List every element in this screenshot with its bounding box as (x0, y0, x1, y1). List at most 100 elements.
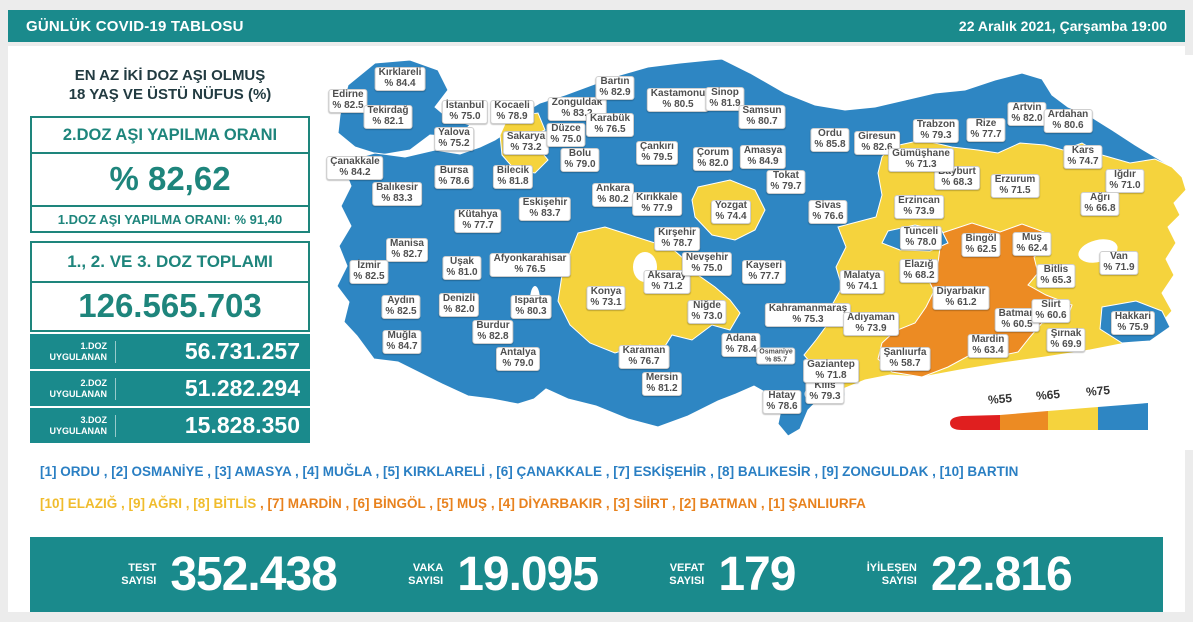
province-label: Bingöl% 62.5 (961, 233, 1001, 257)
legend-segment-orange (1000, 411, 1048, 430)
province-label: Çankırı% 79.5 (636, 141, 678, 165)
province-label: Mardin% 63.4 (967, 334, 1009, 358)
province-label: Kastamonu% 80.5 (646, 88, 710, 112)
death-count: 179 (718, 548, 796, 601)
dose-row-1: 1.DOZ UYGULANAN 56.731.257 (30, 334, 310, 369)
province-label: Uşak% 81.0 (442, 256, 482, 280)
province-label: Ağrı% 66.8 (1080, 192, 1120, 216)
legend-threshold-65: %65 (1035, 386, 1061, 404)
province-label: Sinop% 81.9 (705, 87, 745, 111)
province-label: Osmaniye% 85.7 (756, 347, 796, 365)
recovered-count: 22.816 (930, 548, 1073, 601)
province-label: Ardahan% 80.6 (1043, 109, 1093, 133)
ranked-province: , [7] ESKİŞEHİR (602, 464, 707, 479)
province-label: Bilecik% 81.8 (492, 165, 534, 189)
ranked-province: [1] ORDU (40, 464, 100, 479)
province-label: Bitlis% 65.3 (1036, 264, 1076, 288)
stat-case: VAKA SAYISI 19.095 (408, 548, 599, 601)
province-label: Afyonkarahisar% 76.5 (489, 253, 571, 277)
province-label: Bursa% 78.6 (434, 165, 474, 189)
province-label: Hatay% 78.6 (762, 390, 802, 414)
province-label: Tokat% 79.7 (766, 170, 806, 194)
panel-title-line2: 18 YAŞ VE ÜSTÜ NÜFUS (%) (68, 86, 272, 103)
province-label: Eskişehir% 83.7 (518, 197, 572, 221)
province-label: Adıyaman% 73.9 (843, 312, 899, 336)
province-label: Balıkesir% 83.3 (372, 182, 422, 206)
test-count: 352.438 (170, 548, 338, 601)
province-label: Karaman% 76.7 (618, 345, 670, 369)
province-label: Konya% 73.1 (586, 286, 626, 310)
province-label: Amasya% 84.9 (739, 145, 787, 169)
dose2-label: 2.DOZ AŞI YAPILMA ORANI (32, 118, 308, 154)
province-label: Kars% 74.7 (1063, 145, 1103, 169)
province-label: Kocaeli% 78.9 (490, 100, 534, 124)
ranked-province: , [4] MUĞLA (291, 464, 372, 479)
ranked-province: , [3] AMASYA (203, 464, 292, 479)
province-label: Ordu% 85.8 (810, 128, 850, 152)
dose3-applied-value: 15.828.350 (184, 412, 300, 438)
ranked-province: , [1] ŞANLIURFA (757, 496, 866, 511)
province-label: Van% 71.9 (1099, 251, 1139, 275)
total-doses-value: 126.565.703 (30, 283, 310, 332)
province-label: Tunceli% 78.0 (899, 226, 943, 250)
ranked-province: , [7] MARDİN (256, 496, 342, 511)
dose-row-2: 2.DOZ UYGULANAN 51.282.294 (30, 371, 310, 406)
province-label: Gümüşhane% 71.3 (888, 148, 954, 172)
province-label: Yalova% 75.2 (434, 127, 474, 151)
stat-test: TEST SAYISI 352.438 (121, 548, 338, 601)
dose1-applied-value: 56.731.257 (184, 338, 300, 364)
province-label: Muğla% 84.7 (382, 330, 422, 354)
total-doses-label: 1., 2. VE 3. DOZ TOPLAMI (30, 241, 310, 283)
province-label: Erzurum% 71.5 (990, 174, 1040, 198)
province-label: Niğde% 73.0 (687, 300, 727, 324)
ranked-province: [10] ELAZIĞ (40, 496, 118, 511)
header-date: 22 Aralık 2021, Çarşamba 19:00 (958, 18, 1167, 34)
ranked-province: , [3] SİİRT (602, 496, 669, 511)
province-label: Iğdır% 71.0 (1105, 169, 1145, 193)
province-label: Çanakkale% 84.2 (326, 156, 384, 180)
province-label: Yozgat% 74.4 (710, 200, 752, 224)
province-label: Trabzon% 79.3 (912, 119, 960, 143)
top-provinces-line: [1] ORDU , [2] OSMANİYE , [3] AMASYA , [… (40, 464, 1018, 479)
ranked-province: , [4] DİYARBAKIR (487, 496, 603, 511)
province-label: Muş% 62.4 (1012, 232, 1052, 256)
ranked-province: , [5] KIRKLARELİ (371, 464, 486, 479)
province-label: Samsun% 80.7 (738, 105, 786, 129)
province-label: Ankara% 80.2 (592, 183, 634, 207)
dose1-line: 1.DOZ AŞI YAPILMA ORANI: % 91,40 (30, 207, 310, 233)
ranked-province: , [2] BATMAN (668, 496, 758, 511)
province-label: Denizli% 82.0 (438, 293, 480, 317)
province-label: Tekirdağ% 82.1 (363, 105, 413, 129)
province-label: Nevşehir% 75.0 (681, 252, 733, 276)
panel-title: EN AZ İKİ DOZ AŞI OLMUŞ 18 YAŞ VE ÜSTÜ N… (30, 66, 310, 104)
province-label: Çorum% 82.0 (692, 147, 734, 171)
province-label: Şanlıurfa% 58.7 (879, 347, 931, 371)
ranked-province: , [5] MUŞ (425, 496, 488, 511)
province-label: Malatya% 74.1 (839, 270, 885, 294)
province-label: Erzincan% 73.9 (894, 195, 944, 219)
ranked-province: , [2] OSMANİYE (100, 464, 204, 479)
header-bar: GÜNLÜK COVID-19 TABLOSU 22 Aralık 2021, … (8, 10, 1185, 42)
stat-death: VEFAT SAYISI 179 (669, 548, 796, 601)
ranked-province: , [6] ÇANAKKALE (485, 464, 603, 479)
ranked-province: , [6] BİNGÖL (341, 496, 426, 511)
province-label: Artvin% 82.0 (1007, 102, 1047, 126)
legend-segment-yellow (1048, 407, 1098, 430)
lowest-provinces-line: [10] ELAZIĞ , [9] AĞRI , [8] BİTLİS , [7… (40, 496, 866, 511)
province-label: Elazığ% 68.2 (899, 259, 939, 283)
province-label: Düzce% 75.0 (546, 123, 586, 147)
dose2-value: % 82,62 (109, 160, 231, 197)
turkey-choropleth-map: %55 %65 %75 Edirne% 82.5 Kırklareli% 84.4… (326, 55, 1193, 450)
province-label: Sakarya% 73.2 (502, 131, 550, 155)
province-label: Rize% 77.7 (966, 118, 1006, 142)
province-label: Bartın% 82.9 (595, 76, 635, 100)
legend-segment-red (950, 415, 1000, 430)
province-label: Kayseri% 77.7 (741, 260, 787, 284)
province-label: İzmir% 82.5 (349, 260, 389, 284)
province-label: Siirt% 60.6 (1031, 299, 1071, 323)
vaccination-panel: EN AZ İKİ DOZ AŞI OLMUŞ 18 YAŞ VE ÜSTÜ N… (30, 66, 310, 443)
case-count: 19.095 (457, 548, 599, 601)
dose-row-3: 3.DOZ UYGULANAN 15.828.350 (30, 408, 310, 443)
legend-threshold-75: %75 (1085, 382, 1111, 400)
province-label: Şırnak% 69.9 (1046, 328, 1086, 352)
